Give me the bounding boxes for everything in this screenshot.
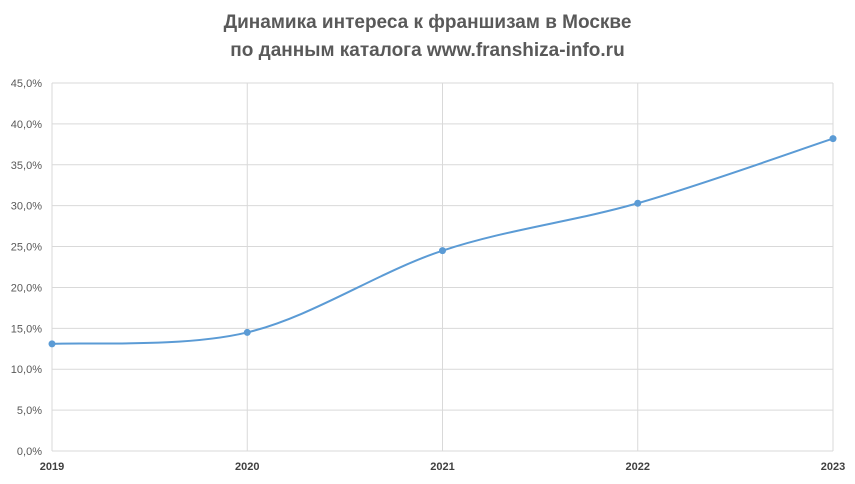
gridlines [51,82,834,452]
data-points [48,135,837,348]
y-tick-label: 35,0% [11,160,42,172]
x-tick-label: 2022 [626,461,650,473]
y-tick-label: 10,0% [11,364,42,376]
x-tick-label: 2020 [235,461,259,473]
x-tick-label: 2023 [821,461,845,473]
y-tick-label: 0,0% [17,446,42,458]
data-point [439,247,446,255]
y-tick-label: 15,0% [11,323,42,335]
x-tick-label: 2021 [430,461,454,473]
y-tick-label: 5,0% [17,405,42,417]
data-point [829,135,837,143]
data-point [48,340,56,348]
x-tick-label: 2019 [40,461,64,473]
x-axis-tick-labels: 2019 2020 2021 2022 2023 [40,461,845,473]
chart-title-line-1: Динамика интереса к франшизам в Москве [223,12,632,33]
data-point [634,199,642,207]
y-tick-label: 45,0% [11,78,42,90]
y-tick-label: 30,0% [11,201,42,213]
y-tick-label: 25,0% [11,242,42,254]
data-point [243,328,251,336]
y-tick-label: 20,0% [11,282,42,294]
chart-title-line-2: по данным каталога www.franshiza-info.ru [230,40,625,61]
y-axis-tick-labels: 0,0% 5,0% 10,0% 15,0% 20,0% 25,0% 30,0% 35,0% 40… [11,78,42,458]
y-tick-label: 40,0% [11,119,42,131]
